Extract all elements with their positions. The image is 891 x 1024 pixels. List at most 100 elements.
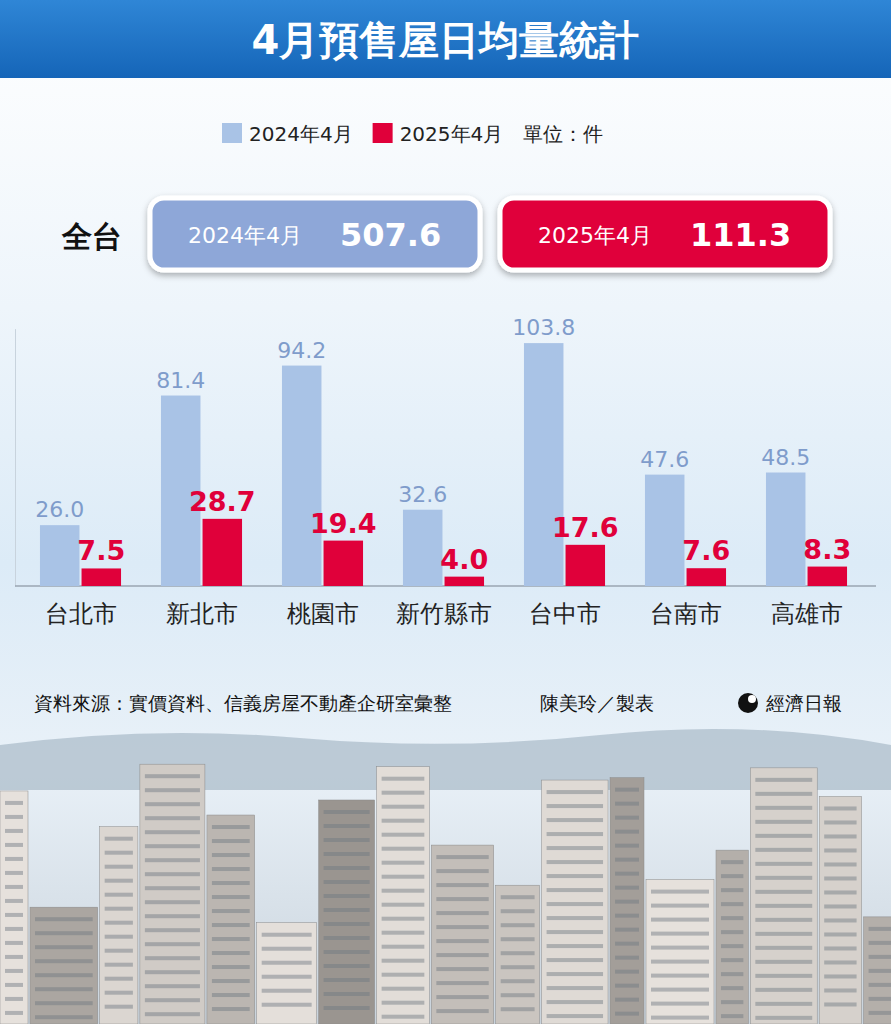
building: [257, 923, 317, 1024]
building-window: [382, 819, 425, 823]
data-label: 103.8: [512, 315, 575, 340]
building-window: [5, 955, 23, 959]
building-window: [324, 824, 370, 828]
building-window: [755, 890, 812, 894]
header-band: [0, 0, 891, 78]
building-window: [262, 947, 312, 951]
building-window: [547, 790, 603, 794]
building-window: [382, 875, 425, 879]
building-window: [651, 932, 709, 936]
data-label: 19.4: [310, 508, 377, 539]
building-window: [755, 932, 812, 936]
building-window: [721, 986, 743, 990]
building-window: [755, 988, 812, 992]
building-window: [382, 833, 425, 837]
building-window: [324, 950, 370, 954]
building-window: [145, 928, 200, 932]
x-tick-label: 新北市: [166, 600, 238, 628]
building-window: [651, 890, 709, 894]
building-window: [35, 959, 93, 963]
building-window: [824, 848, 856, 852]
building-window: [547, 804, 603, 808]
bar: [524, 343, 563, 586]
footer: 資料來源：實價資料、信義房屋不動產企研室彙整陳美玲／製表經濟日報: [34, 692, 842, 714]
building-window: [105, 977, 133, 981]
building-window: [5, 829, 23, 833]
building-window: [824, 974, 856, 978]
building-window: [382, 889, 425, 893]
building-window: [382, 917, 425, 921]
x-axis: 台北市新北市桃園市新竹縣市台中市台南市高雄市: [45, 586, 843, 628]
building-window: [145, 830, 200, 834]
building-window: [212, 951, 250, 955]
building-window: [615, 984, 639, 988]
building-window: [547, 1000, 603, 1004]
building-window: [721, 916, 743, 920]
bar: [445, 577, 484, 586]
building-window: [5, 815, 23, 819]
building-window: [324, 838, 370, 842]
building-window: [262, 1003, 312, 1007]
building-window: [5, 843, 23, 847]
building-window: [212, 1007, 250, 1011]
building-window: [35, 1001, 93, 1005]
building-window: [324, 964, 370, 968]
building-window: [105, 851, 133, 855]
building-window: [755, 834, 812, 838]
background: [0, 0, 891, 1024]
building-window: [436, 981, 488, 985]
bar: [282, 366, 321, 586]
building-window: [5, 857, 23, 861]
data-label: 28.7: [189, 486, 256, 517]
building-window: [824, 876, 856, 880]
building-window: [105, 879, 133, 883]
building-window: [382, 945, 425, 949]
building-window: [436, 897, 488, 901]
building-window: [615, 858, 639, 862]
building-window: [501, 1007, 535, 1011]
building-window: [547, 888, 603, 892]
building-window: [869, 955, 891, 959]
building-window: [755, 792, 812, 796]
building-window: [501, 895, 535, 899]
building-window: [755, 806, 812, 810]
publisher-logo-dot: [748, 695, 756, 703]
totals-label: 全台: [61, 219, 122, 254]
building-window: [145, 914, 200, 918]
building: [319, 800, 375, 1024]
building-window: [105, 991, 133, 995]
building-window: [212, 881, 250, 885]
building-window: [212, 909, 250, 913]
building-window: [5, 941, 23, 945]
building-window: [755, 960, 812, 964]
building-window: [145, 942, 200, 946]
totals-value: 507.6: [340, 216, 441, 254]
building-window: [212, 923, 250, 927]
building-window: [212, 937, 250, 941]
data-label: 26.0: [35, 497, 84, 522]
building-window: [382, 777, 425, 781]
building-window: [145, 858, 200, 862]
building-window: [5, 801, 23, 805]
building-window: [145, 872, 200, 876]
building-window: [436, 1009, 488, 1013]
source: 資料來源：實價資料、信義房屋不動產企研室彙整: [34, 692, 452, 714]
data-label: 47.6: [640, 447, 689, 472]
building: [100, 827, 138, 1024]
building-window: [755, 904, 812, 908]
building-window: [212, 979, 250, 983]
building-window: [212, 993, 250, 997]
building-window: [436, 967, 488, 971]
building-window: [436, 869, 488, 873]
building-window: [615, 942, 639, 946]
building-window: [105, 893, 133, 897]
x-tick-label: 台中市: [529, 600, 601, 628]
building-window: [105, 921, 133, 925]
building-window: [5, 1011, 23, 1015]
building-window: [436, 953, 488, 957]
building-window: [382, 959, 425, 963]
building-window: [615, 900, 639, 904]
building-window: [145, 844, 200, 848]
legend: 2024年4月2025年4月單位：件: [222, 122, 603, 146]
x-tick: 高雄市: [771, 586, 843, 628]
